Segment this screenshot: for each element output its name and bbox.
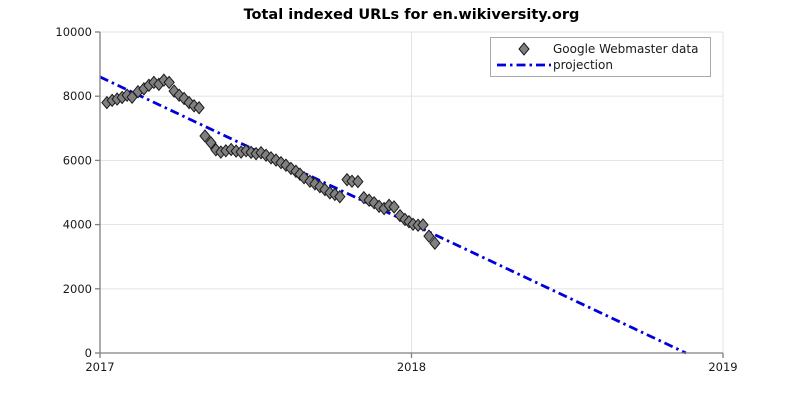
data-point xyxy=(358,190,370,205)
y-tick-label: 10000 xyxy=(55,25,92,39)
data-point xyxy=(423,229,435,243)
data-point xyxy=(205,135,217,150)
x-tick-label: 2018 xyxy=(397,360,426,374)
x-tick-label: 2017 xyxy=(85,360,114,374)
y-tick-label: 8000 xyxy=(63,89,92,103)
data-point xyxy=(388,200,400,214)
legend-entry-webmaster-data: Google Webmaster data xyxy=(495,41,704,57)
data-point xyxy=(417,218,429,232)
data-point xyxy=(352,174,364,189)
diamond-marker-icon xyxy=(518,42,530,56)
data-point xyxy=(429,236,441,250)
data-point xyxy=(334,189,346,204)
data-point xyxy=(298,170,310,185)
projection-line xyxy=(99,75,687,355)
data-point xyxy=(199,129,211,143)
legend-label-webmaster-data: Google Webmaster data xyxy=(553,42,699,56)
y-tick-label: 0 xyxy=(85,346,92,360)
x-tick-label: 2019 xyxy=(708,360,737,374)
legend-label-projection: projection xyxy=(553,58,613,72)
data-point xyxy=(280,158,292,172)
chart-title: Total indexed URLs for en.wikiversity.or… xyxy=(243,7,580,23)
y-tick-label: 2000 xyxy=(63,282,92,296)
y-tick-label: 6000 xyxy=(63,153,92,167)
data-point xyxy=(193,100,205,115)
legend: Google Webmaster data projection xyxy=(490,37,711,77)
y-tick-label: 4000 xyxy=(63,218,92,232)
data-point xyxy=(163,75,175,90)
legend-entry-projection: projection xyxy=(495,57,704,73)
dash-dot-line-icon xyxy=(497,63,551,67)
